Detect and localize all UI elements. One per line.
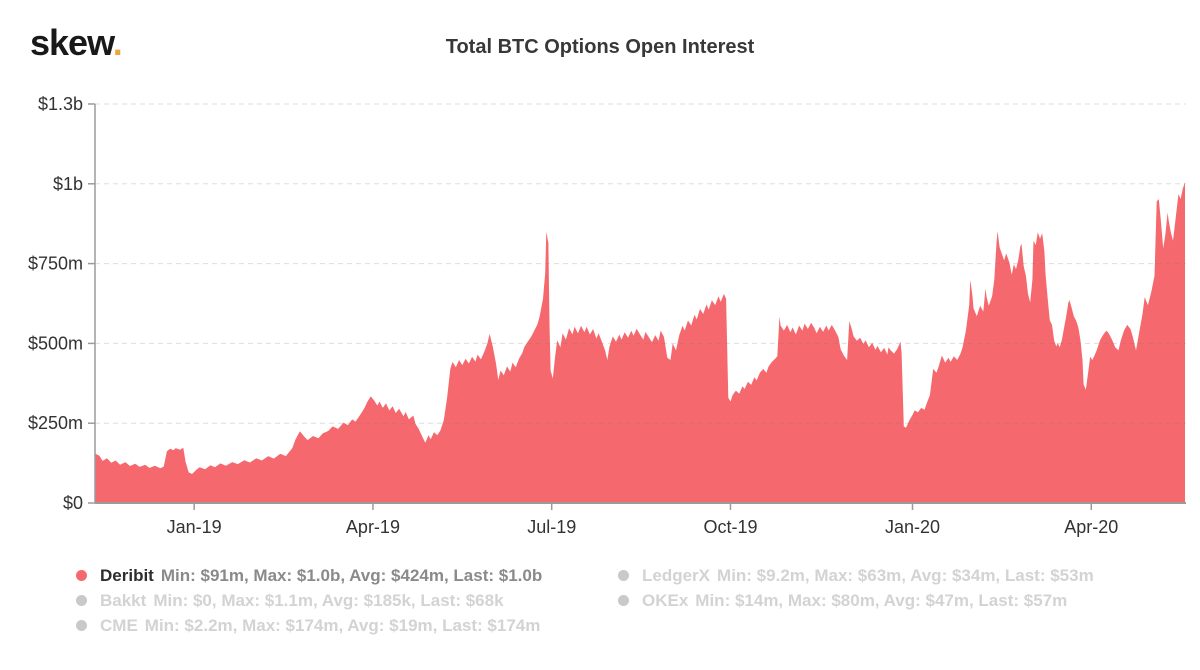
page-title: Total BTC Options Open Interest: [445, 36, 755, 58]
y-tick-label: $250m: [28, 413, 83, 433]
legend: Deribit Min: $91m, Max: $1.0b, Avg: $424m…: [76, 563, 1094, 638]
legend-dot-icon: [76, 570, 87, 581]
legend-series-stats: Min: $91m, Max: $1.0b, Avg: $424m, Last:…: [160, 565, 543, 585]
skew-logo-text: skew: [30, 22, 114, 63]
legend-series-name: Bakkt: [100, 590, 147, 610]
legend-series-stats: Min: $2.2m, Max: $174m, Avg: $19m, Last:…: [144, 615, 541, 635]
legend-series-stats: Min: $14m, Max: $80m, Avg: $47m, Last: $…: [695, 590, 1068, 610]
legend-item-cme[interactable]: CME Min: $2.2m, Max: $174m, Avg: $19m, La…: [76, 613, 618, 638]
legend-dot-icon: [76, 595, 87, 606]
x-tick-label: Oct-19: [703, 517, 757, 537]
legend-series-name: Deribit: [100, 565, 154, 585]
x-tick-label: Jan-20: [885, 517, 940, 537]
open-interest-area-chart[interactable]: $0 $250m $500m $750m $1b $1.3b Jan-19 Apr-19 Jul…: [0, 80, 1200, 550]
x-tick-label: Jul-19: [527, 517, 576, 537]
legend-item-deribit[interactable]: Deribit Min: $91m, Max: $1.0b, Avg: $424m…: [76, 563, 618, 588]
legend-dot-icon: [76, 620, 87, 631]
x-tick-label: Apr-20: [1064, 517, 1118, 537]
x-tick-label: Jan-19: [167, 517, 222, 537]
legend-item-ledgerx[interactable]: LedgerX Min: $9.2m, Max: $63m, Avg: $34m,…: [618, 563, 1094, 588]
y-tick-label: $500m: [28, 333, 83, 353]
x-tick-label: Apr-19: [346, 517, 400, 537]
legend-column: LedgerX Min: $9.2m, Max: $63m, Avg: $34m,…: [618, 563, 1094, 638]
skew-logo-dot: .: [112, 22, 123, 63]
legend-series-name: LedgerX: [642, 565, 711, 585]
legend-item-okex[interactable]: OKEx Min: $14m, Max: $80m, Avg: $47m, Las…: [618, 588, 1094, 613]
y-tick-label: $0: [63, 493, 83, 513]
legend-series-name: CME: [100, 615, 138, 635]
legend-series-stats: Min: $0, Max: $1.1m, Avg: $185k, Last: $…: [153, 590, 504, 610]
legend-dot-icon: [618, 570, 629, 581]
y-tick-label: $1.3b: [38, 94, 83, 114]
legend-item-bakkt[interactable]: Bakkt Min: $0, Max: $1.1m, Avg: $185k, La…: [76, 588, 618, 613]
legend-series-name: OKEx: [642, 590, 689, 610]
y-tick-label: $750m: [28, 254, 83, 274]
skew-logo: skew.: [30, 22, 123, 64]
y-tick-label: $1b: [53, 174, 83, 194]
deribit-area-series[interactable]: [95, 182, 1185, 503]
legend-series-stats: Min: $9.2m, Max: $63m, Avg: $34m, Last: …: [717, 565, 1094, 585]
legend-dot-icon: [618, 595, 629, 606]
legend-column: Deribit Min: $91m, Max: $1.0b, Avg: $424m…: [76, 563, 618, 638]
